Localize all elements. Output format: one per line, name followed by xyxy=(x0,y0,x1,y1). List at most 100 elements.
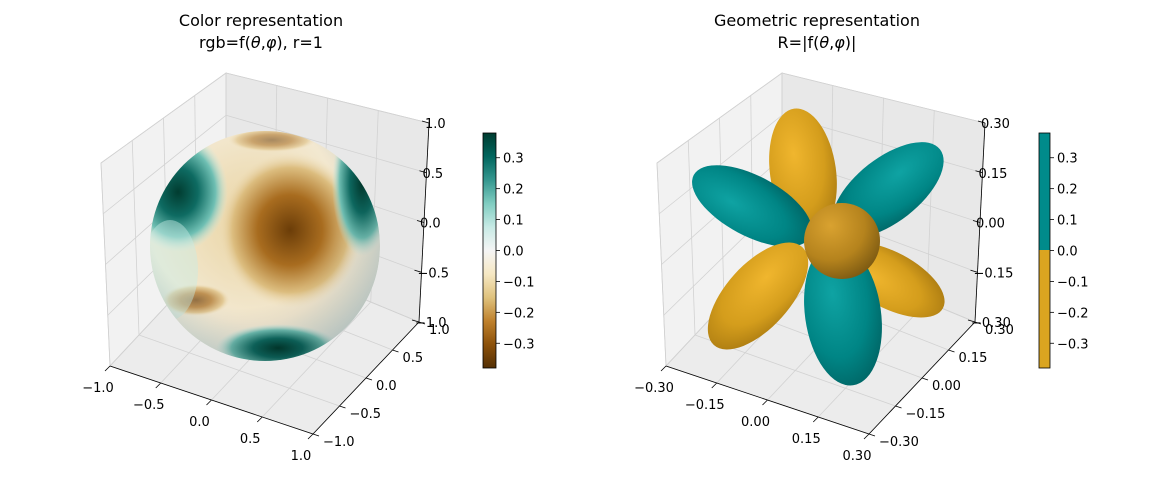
right-title-line2: R=|f(θ,φ)| xyxy=(778,33,857,52)
right-y-tick-label: 0.30 xyxy=(985,323,1014,338)
right-colorbar-tick-label: 0.2 xyxy=(1057,183,1078,198)
left-y-tick-label: 1.0 xyxy=(429,323,450,338)
right-y-tick xyxy=(868,433,876,437)
left-title-line2: rgb=f(θ,φ), r=1 xyxy=(199,33,323,52)
right-y-tick-label: −0.15 xyxy=(906,407,946,422)
right-y-tick xyxy=(895,405,902,409)
right-surface xyxy=(692,108,945,386)
right-colorbar-tick-label: −0.1 xyxy=(1057,275,1089,290)
left-z-tick xyxy=(416,220,425,223)
lobe-teal-lower xyxy=(804,242,882,386)
right-y-tick xyxy=(921,377,929,381)
right-gridline-z xyxy=(781,72,986,124)
left-gridline-y xyxy=(138,334,340,407)
right-y-tick xyxy=(948,349,955,353)
left-y-tick xyxy=(392,349,399,353)
left-colorbar: 0.3 0.2 0.1 0.0 −0.1 −0.2 −0.3 xyxy=(482,132,535,369)
right-z-tick-label: −0.30 xyxy=(971,316,1011,331)
right-z-tick xyxy=(975,170,983,174)
left-x-tick-label: 1.0 xyxy=(291,449,312,464)
left-ticks: −1.0−0.50.00.51.0−1.0−0.50.00.51.0−1.0−0… xyxy=(82,117,449,464)
right-colorbar-tick-label: −0.2 xyxy=(1057,306,1089,321)
left-x-tick xyxy=(104,365,111,372)
left-x-tick-label: −0.5 xyxy=(133,398,165,413)
right-x-tick-label: 0.00 xyxy=(741,415,770,430)
left-colorbar-tick-label: 0.0 xyxy=(503,245,524,260)
right-colorbar-tick-label: 0.3 xyxy=(1057,152,1078,167)
right-y-tick xyxy=(974,321,982,325)
left-y-tick xyxy=(418,321,426,325)
left-x-tick xyxy=(206,399,212,406)
right-x-tick xyxy=(660,365,667,372)
left-z-tick-label: 0.5 xyxy=(423,167,444,182)
lobe-teal-upper-left xyxy=(692,165,812,247)
center-ball xyxy=(804,203,880,279)
left-z-tick xyxy=(421,120,430,124)
left-z-tick xyxy=(411,319,420,323)
right-z-tick xyxy=(970,269,978,273)
left-gridline-z-side xyxy=(102,114,227,215)
left-z-tick-label: 0.0 xyxy=(420,217,441,232)
left-gridline-z xyxy=(225,72,430,124)
right-title-line1: Geometric representation xyxy=(714,11,920,30)
left-y-tick xyxy=(312,433,320,437)
left-colorbar-tick-label: 0.3 xyxy=(503,152,524,167)
left-colorbar-tick-label: 0.2 xyxy=(503,183,524,198)
left-z-tick-label: −1.0 xyxy=(415,316,447,331)
right-z-tick xyxy=(972,220,981,223)
right-y-tick-label: 0.00 xyxy=(932,379,961,394)
right-z-tick xyxy=(977,120,986,124)
left-x-tick xyxy=(256,416,263,423)
left-x-tick-label: 0.5 xyxy=(240,432,261,447)
right-plot: Geometric representation R=|f(θ,φ)| −0.3… xyxy=(634,11,1089,464)
right-colorbar-tick-label: 0.0 xyxy=(1057,245,1078,260)
right-colorbar-ticks: 0.3 0.2 0.1 0.0 −0.1 −0.2 −0.3 xyxy=(1050,152,1089,352)
right-x-tick xyxy=(863,433,870,440)
right-y-tick-label: −0.30 xyxy=(879,435,919,450)
left-gridline-z-side xyxy=(100,72,227,164)
left-y-tick xyxy=(339,405,346,409)
right-ticks: −0.30−0.150.000.150.30−0.30−0.150.000.15… xyxy=(634,117,1014,464)
right-x-tick-label: 0.15 xyxy=(792,432,821,447)
right-z-tick-label: −0.15 xyxy=(974,266,1014,281)
right-x-tick xyxy=(762,399,768,406)
right-gridline-z-side xyxy=(656,72,783,164)
left-z-tick xyxy=(414,269,422,273)
left-x-tick xyxy=(307,433,314,440)
left-plot: Color representation rgb=f(θ,φ), r=1 xyxy=(82,11,534,464)
left-x-tick xyxy=(155,382,162,389)
right-colorbar-negative xyxy=(1039,250,1050,368)
left-y-tick-label: −1.0 xyxy=(323,435,355,450)
right-z-tick-label: 0.00 xyxy=(976,217,1005,232)
right-y-tick-label: 0.15 xyxy=(959,351,988,366)
right-z-tick xyxy=(967,319,976,323)
right-colorbar-positive xyxy=(1039,133,1050,250)
right-x-tick xyxy=(812,416,819,423)
right-colorbar-tick-label: −0.3 xyxy=(1057,337,1089,352)
left-z-tick-label: 1.0 xyxy=(425,117,446,132)
right-colorbar-tick-label: 0.1 xyxy=(1057,214,1078,229)
lobe-gold-lower-left xyxy=(707,242,809,350)
left-colorbar-gradient xyxy=(482,132,497,369)
left-z-tick-label: −0.5 xyxy=(418,266,450,281)
right-x-tick xyxy=(711,382,718,389)
left-gridline-z xyxy=(225,114,427,174)
right-z-tick-label: 0.30 xyxy=(981,117,1010,132)
right-x-tick-label: −0.15 xyxy=(685,398,725,413)
right-x-tick-label: −0.30 xyxy=(634,381,674,396)
right-x-tick-label: 0.30 xyxy=(843,449,872,464)
left-y-tick-label: 0.0 xyxy=(376,379,397,394)
left-title-line1: Color representation xyxy=(179,11,343,30)
left-y-tick-label: 0.5 xyxy=(403,351,424,366)
left-colorbar-tick-label: −0.1 xyxy=(503,275,535,290)
left-colorbar-tick-label: 0.1 xyxy=(503,214,524,229)
left-colorbar-ticks: 0.3 0.2 0.1 0.0 −0.1 −0.2 −0.3 xyxy=(496,152,535,352)
left-x-tick-label: −1.0 xyxy=(82,381,114,396)
left-z-tick xyxy=(419,170,427,174)
left-x-tick-label: 0.0 xyxy=(189,415,210,430)
right-z-tick-label: 0.15 xyxy=(979,167,1008,182)
left-y-tick-label: −0.5 xyxy=(350,407,382,422)
right-colorbar: 0.3 0.2 0.1 0.0 −0.1 −0.2 −0.3 xyxy=(1038,132,1089,369)
right-gridline-z-side xyxy=(658,114,783,215)
